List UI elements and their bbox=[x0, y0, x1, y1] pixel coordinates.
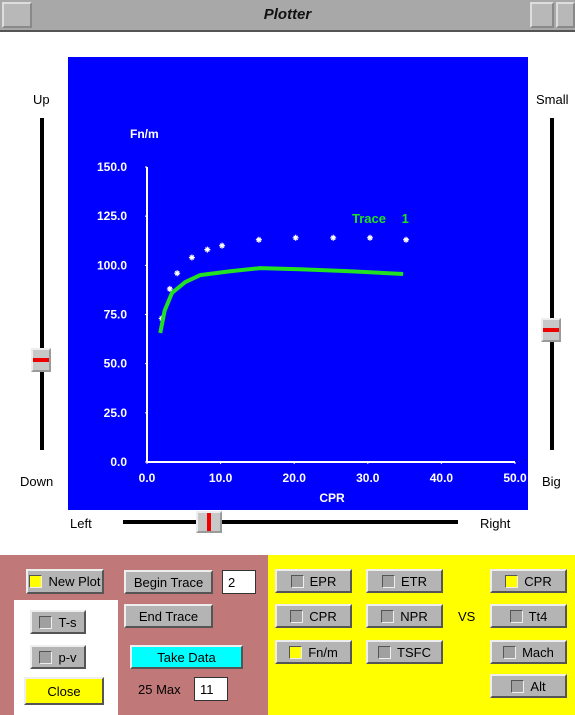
trace-annotation: Trace 1 bbox=[352, 211, 409, 226]
slider-label: Big bbox=[542, 474, 561, 489]
button-label: Close bbox=[47, 683, 81, 699]
button-label: Take Data bbox=[157, 649, 216, 665]
y-option-button[interactable]: ETR bbox=[366, 569, 443, 593]
window-title: Plotter bbox=[263, 6, 312, 23]
star-marker bbox=[255, 236, 262, 243]
star-marker bbox=[403, 236, 410, 243]
vertical-slider-thumb[interactable] bbox=[31, 348, 51, 372]
new-plot-button[interactable]: New Plot bbox=[26, 569, 104, 594]
button-label: Begin Trace bbox=[133, 574, 204, 590]
y-tick-label: 75.0 bbox=[104, 308, 128, 322]
button-label: NPR bbox=[400, 608, 428, 624]
button-label: CPR bbox=[309, 608, 337, 624]
y-option-button[interactable]: NPR bbox=[366, 604, 443, 628]
y-tick-label: 25.0 bbox=[104, 406, 128, 420]
y-tick-label: 0.0 bbox=[110, 455, 127, 469]
x-tick-label: 20.0 bbox=[283, 471, 307, 485]
button-label: p-v bbox=[58, 649, 77, 665]
button-label: T-s bbox=[58, 614, 77, 630]
plot-background bbox=[68, 57, 528, 510]
max-label: 25 Max bbox=[138, 682, 181, 697]
pv-button[interactable]: p-v bbox=[30, 645, 86, 669]
star-marker bbox=[166, 285, 173, 292]
chart: 0.0 25.0 50.0 75.0 100.0 125.0 150.0 0.0 10.0 20.… bbox=[97, 127, 527, 505]
max-field[interactable]: 11 bbox=[194, 677, 228, 701]
slider-label: Up bbox=[33, 92, 50, 107]
plot-area: 0.0 25.0 50.0 75.0 100.0 125.0 150.0 0.0 10.0 20.… bbox=[68, 57, 528, 510]
y-option-button[interactable]: Fn/m bbox=[275, 640, 352, 664]
button-label: CPR bbox=[524, 573, 552, 589]
slider-label: Down bbox=[20, 474, 54, 489]
button-label: ETR bbox=[401, 573, 427, 589]
window-menu-button[interactable] bbox=[2, 2, 32, 28]
title-bar: Plotter bbox=[0, 0, 575, 32]
vertical-slider-track[interactable] bbox=[550, 118, 554, 450]
y-option-button[interactable]: TSFC bbox=[366, 640, 443, 664]
star-marker bbox=[219, 242, 226, 249]
y-tick-label: 150.0 bbox=[97, 160, 127, 174]
star-marker bbox=[174, 270, 181, 277]
x-option-button[interactable]: Tt4 bbox=[490, 604, 567, 628]
y-tick-label: 100.0 bbox=[97, 258, 127, 272]
button-label: Alt bbox=[530, 678, 546, 694]
button-label: Tt4 bbox=[528, 608, 548, 624]
close-button[interactable]: Close bbox=[24, 677, 104, 705]
vertical-slider-thumb[interactable] bbox=[541, 318, 561, 342]
x-tick-label: 40.0 bbox=[430, 471, 454, 485]
star-marker bbox=[330, 234, 337, 241]
button-label: EPR bbox=[309, 573, 337, 589]
x-axis-label: CPR bbox=[319, 491, 345, 505]
vertical-slider-track[interactable] bbox=[40, 118, 44, 450]
button-label: Mach bbox=[522, 644, 554, 660]
maximize-button[interactable] bbox=[556, 2, 575, 28]
begin-trace-button[interactable]: Begin Trace bbox=[124, 570, 213, 594]
end-trace-button[interactable]: End Trace bbox=[124, 604, 213, 628]
button-label: Fn/m bbox=[308, 644, 338, 660]
slider-label: Right bbox=[480, 516, 511, 531]
horizontal-slider-track[interactable] bbox=[123, 520, 458, 524]
x-option-button[interactable]: Mach bbox=[490, 640, 567, 664]
x-tick-label: 50.0 bbox=[503, 471, 527, 485]
x-option-button[interactable]: Alt bbox=[490, 674, 567, 698]
star-marker bbox=[188, 254, 195, 261]
slider-label: Small bbox=[536, 92, 569, 107]
x-tick-label: 10.0 bbox=[209, 471, 233, 485]
x-tick-label: 30.0 bbox=[356, 471, 380, 485]
y-option-button[interactable]: CPR bbox=[275, 604, 352, 628]
star-marker bbox=[367, 234, 374, 241]
minimize-button[interactable] bbox=[530, 2, 554, 28]
x-tick-label: 0.0 bbox=[139, 471, 156, 485]
button-label: TSFC bbox=[397, 644, 431, 660]
slider-label: Left bbox=[70, 516, 92, 531]
button-label: New Plot bbox=[48, 574, 101, 589]
y-option-button[interactable]: EPR bbox=[275, 569, 352, 593]
star-marker bbox=[204, 246, 211, 253]
take-data-button[interactable]: Take Data bbox=[130, 645, 243, 669]
trace-number-field[interactable]: 2 bbox=[222, 570, 256, 594]
y-axis-label: Fn/m bbox=[130, 127, 159, 141]
y-tick-label: 125.0 bbox=[97, 209, 127, 223]
vs-label: VS bbox=[458, 609, 476, 624]
trace-line bbox=[158, 266, 404, 334]
horizontal-slider-thumb[interactable] bbox=[196, 511, 222, 533]
ts-button[interactable]: T-s bbox=[30, 610, 86, 634]
button-label: End Trace bbox=[138, 608, 199, 624]
y-tick-label: 50.0 bbox=[104, 357, 128, 371]
star-marker bbox=[292, 234, 299, 241]
x-option-button[interactable]: CPR bbox=[490, 569, 567, 593]
